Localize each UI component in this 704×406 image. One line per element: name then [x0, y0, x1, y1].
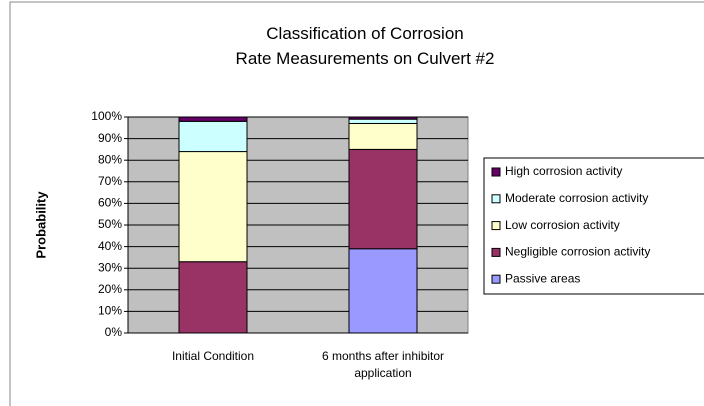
bar-segment — [348, 122, 418, 150]
bar-segment — [348, 116, 418, 120]
legend-label: Low corrosion activity — [505, 218, 620, 232]
legend-box — [483, 157, 704, 295]
y-tick-label: 90% — [98, 131, 122, 145]
legend-label: Passive areas — [505, 271, 580, 285]
y-tick-label: 10% — [98, 304, 122, 318]
y-tick-label: 30% — [98, 260, 122, 274]
bar-segment — [178, 116, 248, 122]
bar-segment — [178, 151, 248, 263]
x-tick-label: Initial Condition — [171, 349, 255, 363]
y-tick-label: 100% — [91, 109, 122, 123]
y-tick-label: 60% — [98, 196, 122, 210]
legend-label: Moderate corrosion activity — [505, 191, 648, 205]
y-tick-label: 70% — [98, 174, 122, 188]
legend-swatch — [491, 247, 501, 257]
y-tick-label: 20% — [98, 282, 122, 296]
chart-title: Classification of Corrosion Rate Measurem… — [236, 24, 495, 68]
legend-swatch — [491, 221, 501, 231]
y-tick-label: 80% — [98, 152, 122, 166]
bar-segment — [348, 248, 418, 334]
legend-swatch — [491, 167, 501, 177]
y-tick-label: 0% — [105, 325, 123, 339]
legend-label: Negligible corrosion activity — [505, 245, 650, 259]
bar-segment — [178, 120, 248, 153]
x-tick-label: 6 months after inhibitor application — [321, 349, 445, 380]
y-axis-label: Probability — [33, 191, 48, 259]
legend-swatch — [491, 194, 501, 204]
bar-segment — [178, 261, 248, 334]
legend-swatch — [491, 274, 501, 284]
bar-segment — [348, 148, 418, 250]
legend-label: High corrosion activity — [505, 164, 622, 178]
y-tick-label: 40% — [98, 239, 122, 253]
bar-segment — [348, 118, 418, 124]
y-tick-label: 50% — [98, 217, 122, 231]
